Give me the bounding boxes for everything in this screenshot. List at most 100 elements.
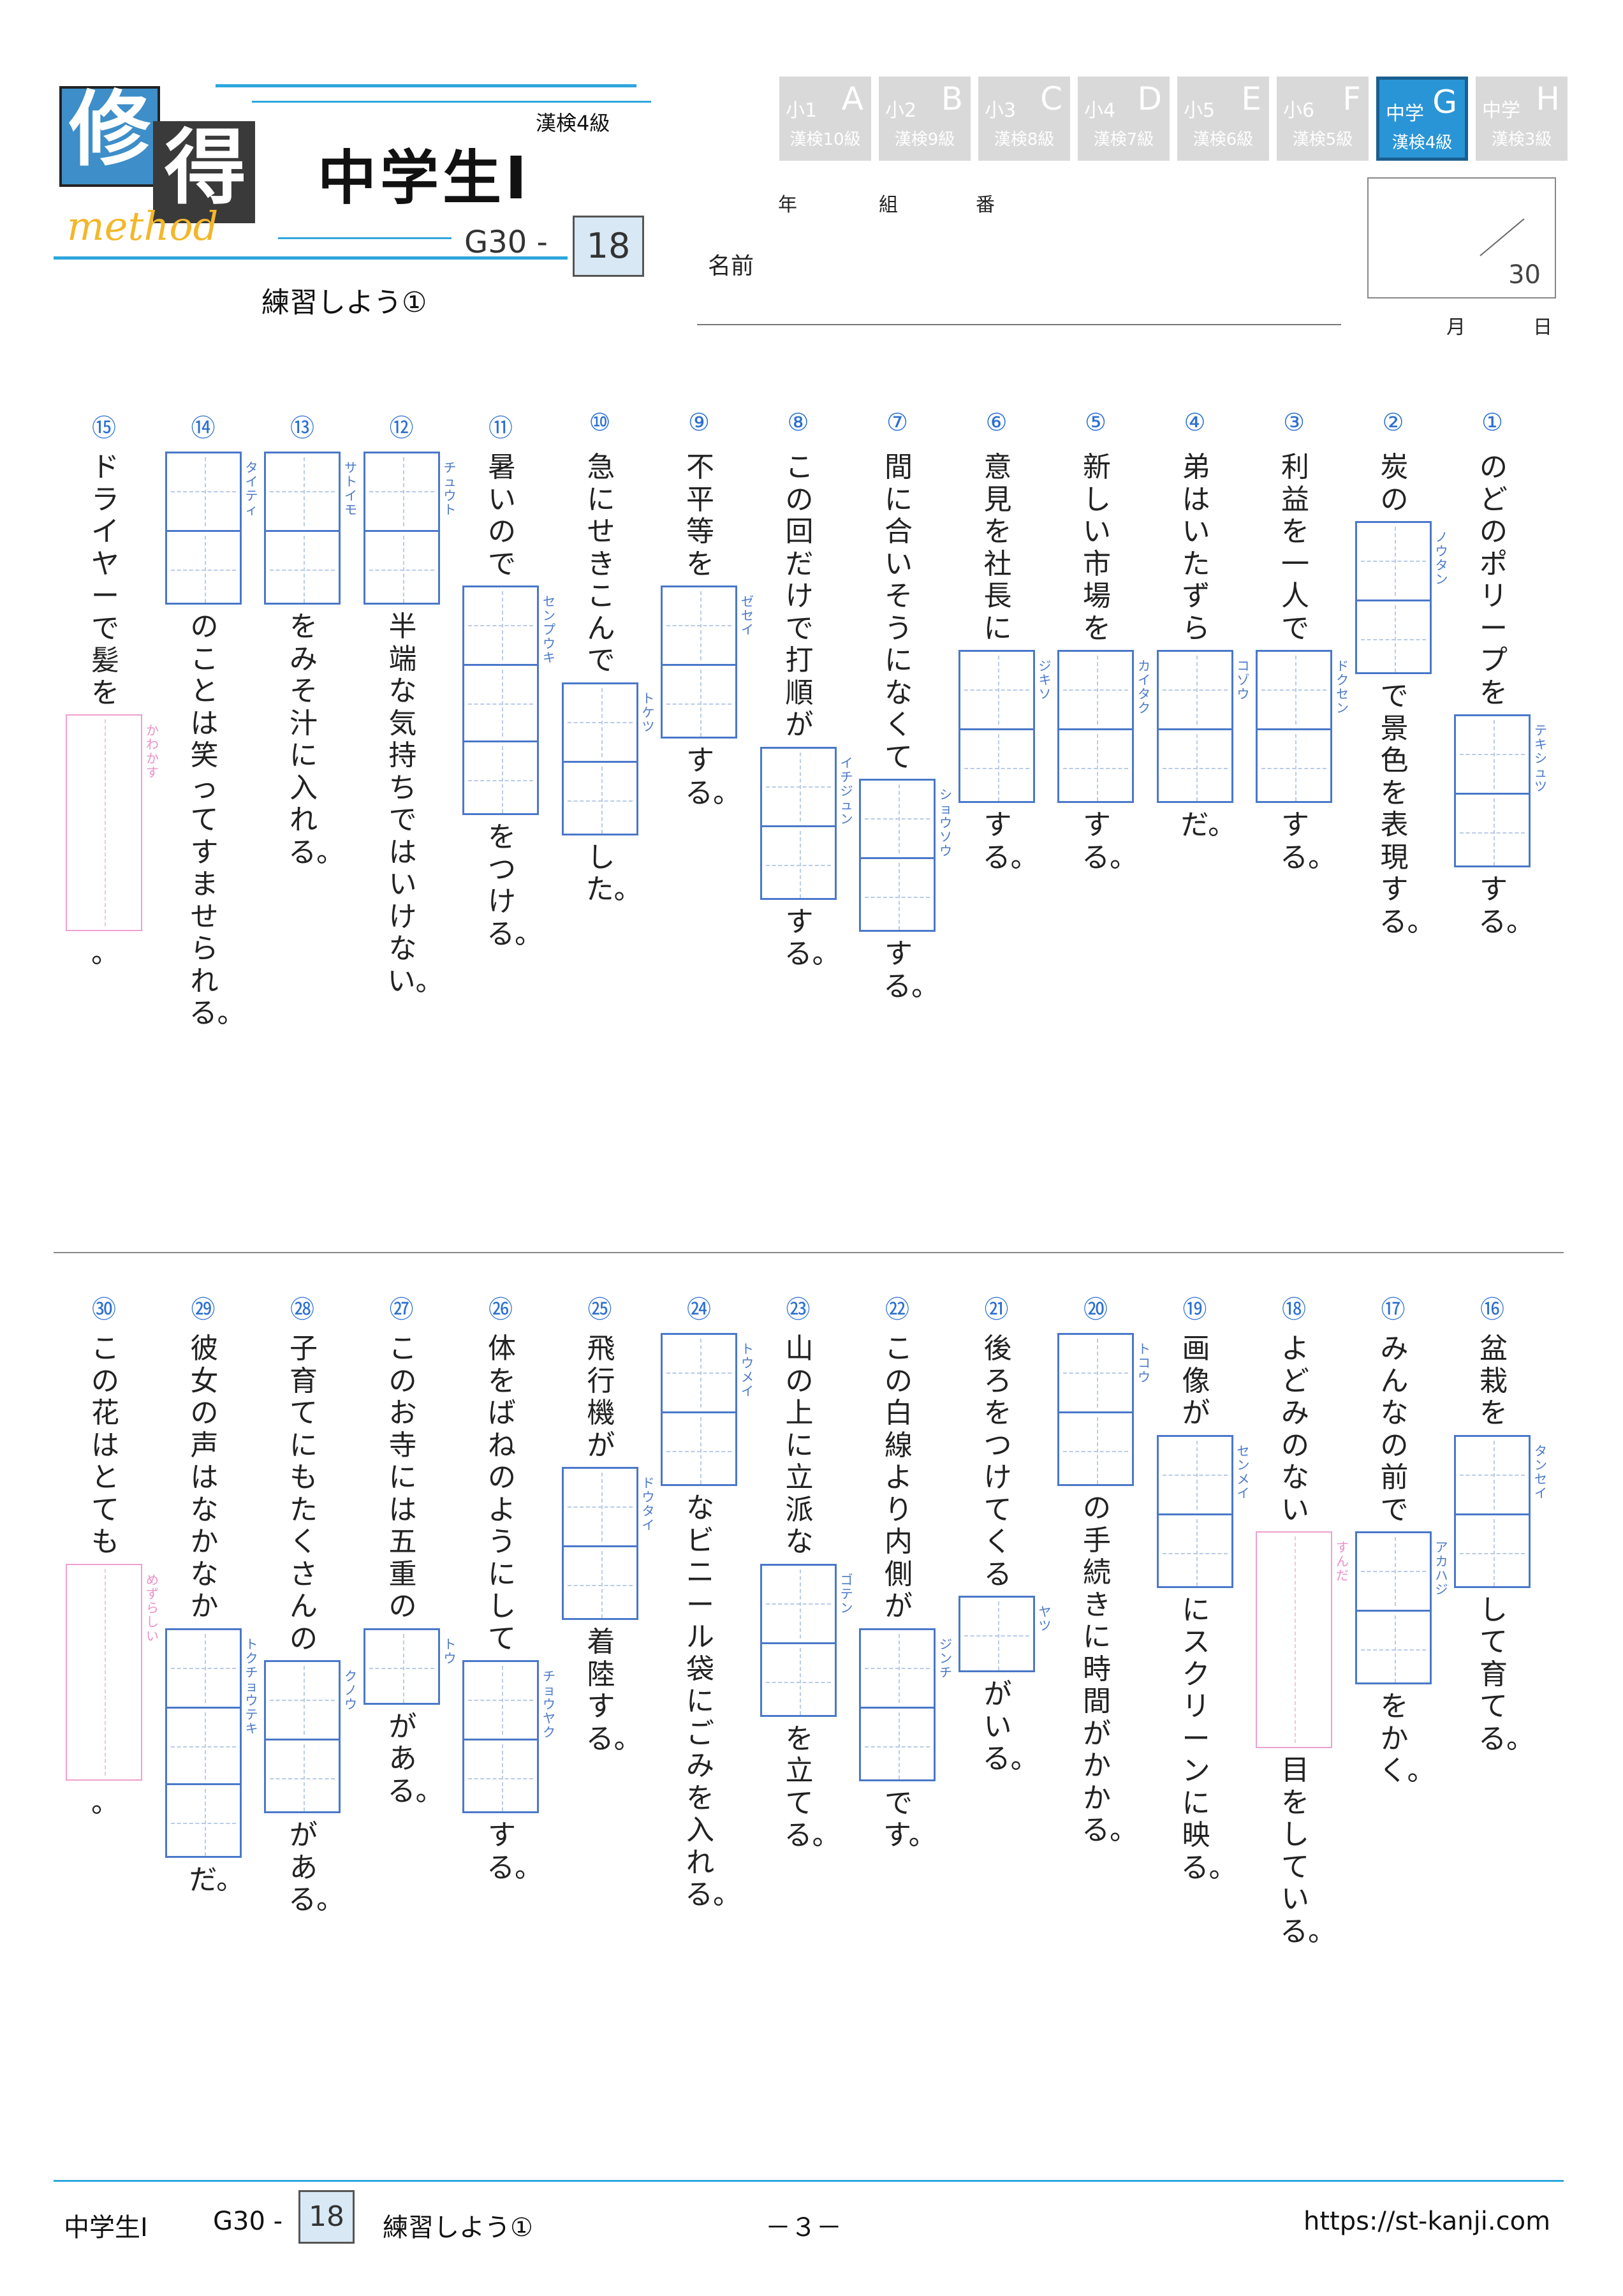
answer-box[interactable] — [264, 452, 341, 605]
answer-box[interactable] — [363, 1628, 440, 1707]
answer-cell[interactable] — [663, 587, 735, 664]
answer-cell[interactable] — [960, 652, 1033, 728]
answer-cell[interactable] — [861, 781, 934, 857]
level-tab-h[interactable]: 中学 H 漢検3級 — [1476, 77, 1568, 161]
answer-box[interactable] — [1057, 650, 1134, 803]
answer-box[interactable] — [760, 746, 837, 902]
answer-cell[interactable] — [365, 1630, 438, 1707]
answer-cell[interactable] — [67, 716, 141, 930]
answer-box[interactable] — [1156, 650, 1233, 805]
answer-cell[interactable] — [464, 740, 537, 817]
answer-cell[interactable] — [762, 1566, 835, 1642]
answer-box[interactable] — [1057, 1333, 1134, 1486]
answer-cell[interactable] — [67, 1565, 141, 1779]
answer-cell[interactable] — [1159, 652, 1231, 728]
answer-cell[interactable] — [563, 1545, 636, 1622]
answer-box[interactable] — [561, 1467, 638, 1622]
answer-cell[interactable] — [663, 1335, 735, 1411]
question-text-before: 急にせきこんで — [587, 451, 615, 677]
answer-cell[interactable] — [166, 530, 240, 607]
answer-cell[interactable] — [167, 453, 240, 530]
answer-cell[interactable] — [761, 1642, 835, 1719]
answer-cell[interactable] — [663, 1411, 735, 1488]
answer-cell[interactable] — [564, 684, 636, 761]
answer-box[interactable] — [165, 1628, 242, 1858]
reading-hint: ドクセン — [1336, 658, 1349, 716]
answer-cell[interactable] — [1356, 1610, 1430, 1686]
answer-box[interactable] — [363, 452, 440, 607]
answer-cell[interactable] — [166, 1783, 240, 1860]
answer-box[interactable] — [1256, 650, 1332, 803]
answer-cell[interactable] — [464, 1739, 537, 1815]
answer-cell[interactable] — [1059, 1335, 1132, 1411]
level-tab-f[interactable]: 小6 F 漢検5級 — [1277, 77, 1369, 161]
answer-cell[interactable] — [1456, 1437, 1529, 1513]
answer-cell[interactable] — [266, 530, 339, 607]
answer-cell[interactable] — [1059, 728, 1132, 805]
answer-cell[interactable] — [266, 1662, 339, 1739]
answer-cell[interactable] — [960, 1598, 1033, 1674]
answer-cell[interactable] — [1159, 1437, 1231, 1513]
answer-box[interactable] — [165, 452, 242, 605]
level-tab-b[interactable]: 小2 B 漢検9級 — [879, 77, 971, 161]
answer-cell[interactable] — [1456, 793, 1529, 869]
answer-cell[interactable] — [1059, 1411, 1132, 1488]
answer-cell[interactable] — [861, 1630, 934, 1707]
name-field[interactable] — [697, 324, 1341, 325]
level-tab-c[interactable]: 小3 C 漢検8級 — [978, 77, 1070, 161]
answer-box[interactable] — [760, 1563, 837, 1719]
answer-cell[interactable] — [464, 664, 537, 740]
score-box[interactable]: 30 — [1367, 177, 1556, 298]
answer-box[interactable] — [66, 714, 142, 931]
answer-cell[interactable] — [464, 587, 537, 664]
answer-box[interactable] — [66, 1563, 142, 1781]
answer-cell[interactable] — [166, 1706, 240, 1783]
answer-cell[interactable] — [464, 1662, 537, 1739]
answer-cell[interactable] — [1357, 523, 1430, 600]
answer-box[interactable] — [264, 1660, 341, 1813]
answer-cell[interactable] — [1356, 600, 1430, 676]
answer-cell[interactable] — [1258, 652, 1330, 728]
answer-cell[interactable] — [1158, 1513, 1231, 1590]
answer-cell[interactable] — [960, 728, 1033, 805]
answer-cell[interactable] — [266, 453, 339, 530]
answer-box[interactable] — [661, 585, 737, 739]
answer-box[interactable] — [958, 1596, 1035, 1672]
level-tab-e[interactable]: 小5 E 漢検6級 — [1177, 77, 1269, 161]
level-tab-d[interactable]: 小4 D 漢検7級 — [1078, 77, 1170, 161]
answer-cell[interactable] — [861, 857, 934, 934]
answer-cell[interactable] — [861, 1706, 934, 1783]
answer-box[interactable] — [1355, 1531, 1432, 1684]
answer-cell[interactable] — [1357, 1533, 1430, 1610]
answer-box[interactable] — [1156, 1434, 1233, 1590]
answer-cell[interactable] — [266, 1739, 339, 1815]
answer-cell[interactable] — [761, 825, 835, 902]
answer-cell[interactable] — [1059, 652, 1132, 728]
answer-box[interactable] — [1454, 1434, 1531, 1590]
level-tab-a[interactable]: 小1 A 漢検10級 — [779, 77, 871, 161]
answer-cell[interactable] — [1456, 716, 1529, 793]
answer-box[interactable] — [1256, 1531, 1332, 1748]
answer-cell[interactable] — [1258, 728, 1330, 805]
level-tab-g[interactable]: 中学 G 漢検4級 — [1376, 77, 1468, 161]
answer-box[interactable] — [1355, 521, 1432, 674]
answer-box[interactable] — [462, 1660, 539, 1813]
answer-cell[interactable] — [167, 1630, 240, 1707]
answer-cell[interactable] — [1158, 728, 1231, 805]
answer-box[interactable] — [661, 1333, 737, 1486]
answer-box[interactable] — [561, 682, 638, 837]
answer-cell[interactable] — [564, 1469, 636, 1545]
answer-cell[interactable] — [365, 453, 438, 530]
answer-cell[interactable] — [563, 760, 636, 837]
answer-box[interactable] — [859, 1628, 936, 1781]
answer-box[interactable] — [462, 585, 539, 815]
answer-cell[interactable] — [1257, 1533, 1331, 1747]
answer-box[interactable] — [859, 779, 936, 932]
answer-box[interactable] — [958, 650, 1035, 803]
footer-url[interactable]: https://st-kanji.com — [1304, 2207, 1551, 2236]
answer-cell[interactable] — [1456, 1513, 1529, 1590]
answer-cell[interactable] — [365, 530, 438, 607]
answer-box[interactable] — [1454, 714, 1531, 867]
answer-cell[interactable] — [762, 749, 835, 825]
answer-cell[interactable] — [663, 664, 735, 740]
